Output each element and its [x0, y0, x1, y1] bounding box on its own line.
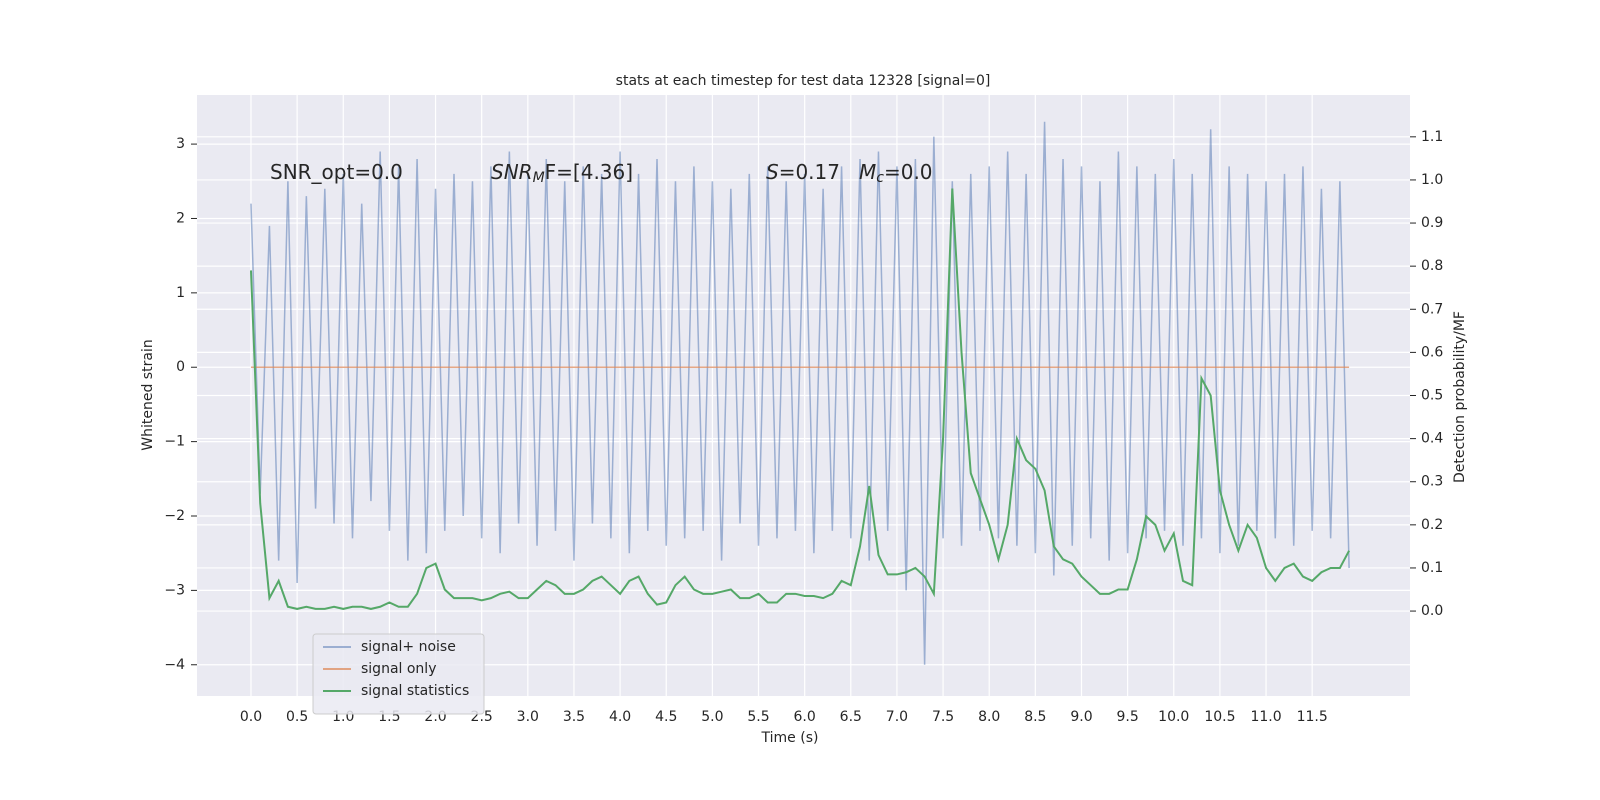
annotation: SNR_opt=0.0 — [270, 160, 403, 184]
x-tick-label: 0.5 — [286, 709, 308, 725]
y2-tick-label: 0.2 — [1421, 517, 1443, 533]
chart-title: stats at each timestep for test data 123… — [616, 73, 991, 89]
x-tick-label: 8.0 — [978, 709, 1000, 725]
y2-tick-label: 0.7 — [1421, 301, 1443, 317]
annotation-part: M — [859, 160, 876, 184]
marks — [249, 121, 1350, 665]
annotation-part: M — [533, 170, 545, 186]
annotation-part: SNR — [491, 160, 533, 184]
y2-tick-label: 0.6 — [1421, 344, 1443, 360]
legend-label: signal+ noise — [361, 639, 456, 655]
y2-axis-label: Detection probability/MF — [1452, 311, 1468, 483]
x-axis-label: Time (s) — [761, 730, 819, 746]
x-tick-label: 6.0 — [794, 709, 816, 725]
annotation-part: =0.0 — [884, 160, 933, 184]
legend-label: signal only — [361, 661, 436, 677]
y2-tick-label: 0.5 — [1421, 388, 1443, 404]
x-tick-label: 6.5 — [840, 709, 862, 725]
annotation-part: =0.17 — [779, 160, 840, 184]
annotation: S=0.17 — [766, 160, 840, 184]
x-tick-label: 5.0 — [701, 709, 723, 725]
y2-tick-label: 0.1 — [1421, 560, 1443, 576]
y-tick-label: −1 — [164, 434, 185, 450]
x-tick-label: 3.0 — [517, 709, 539, 725]
series-line — [249, 188, 1350, 610]
x-tick-label: 9.0 — [1070, 709, 1092, 725]
legend-label: signal statistics — [361, 683, 469, 699]
x-tick-label: 3.5 — [563, 709, 585, 725]
x-tick-label: 8.5 — [1024, 709, 1046, 725]
series-line — [250, 121, 1350, 665]
x-tick-label: 7.5 — [932, 709, 954, 725]
x-tick-label: 10.5 — [1204, 709, 1235, 725]
x-tick-label: 4.5 — [655, 709, 677, 725]
y-tick-label: 1 — [176, 285, 185, 301]
y-tick-label: 2 — [176, 210, 185, 226]
y2-tick-label: 1.1 — [1421, 129, 1443, 145]
x-tick-label: 10.0 — [1158, 709, 1189, 725]
y-tick-label: 3 — [176, 136, 185, 152]
x-tick-label: 5.5 — [747, 709, 769, 725]
y2-tick-label: 0.9 — [1421, 215, 1443, 231]
annotation-part: F=[4.36] — [545, 160, 633, 184]
y-tick-label: −4 — [164, 657, 185, 673]
y2-tick-label: 0.3 — [1421, 474, 1443, 490]
x-tick-label: 11.5 — [1297, 709, 1328, 725]
labels: 0.0 0.5 1.0 1.5 2.0 2.5 3.0 3.5 4.0 4.5 5.0 5.5 6.0 6… — [164, 129, 1443, 725]
x-tick-label: 0.0 — [240, 709, 262, 725]
y-tick-label: 0 — [176, 359, 185, 375]
annotation-part: c — [876, 170, 884, 186]
annotation: Mc=0.0 — [859, 160, 933, 187]
annotation-part: SNR_opt=0.0 — [270, 160, 403, 184]
y-tick-label: −2 — [164, 508, 185, 524]
y2-tick-label: 0.8 — [1421, 258, 1443, 274]
legend-box — [312, 633, 485, 715]
x-tick-label: 4.0 — [609, 709, 631, 725]
y-axis-label: Whitened strain — [140, 339, 156, 450]
y2-tick-label: 1.0 — [1421, 172, 1443, 188]
y2-tick-label: 0.0 — [1421, 603, 1443, 619]
x-tick-label: 11.0 — [1250, 709, 1281, 725]
y2-tick-label: 0.4 — [1421, 431, 1443, 447]
x-tick-label: 9.5 — [1116, 709, 1138, 725]
y-tick-label: −3 — [164, 582, 185, 598]
x-tick-label: 7.0 — [886, 709, 908, 725]
annotation-part: S — [766, 160, 779, 184]
annotation: SNRMF=[4.36] — [491, 160, 633, 187]
